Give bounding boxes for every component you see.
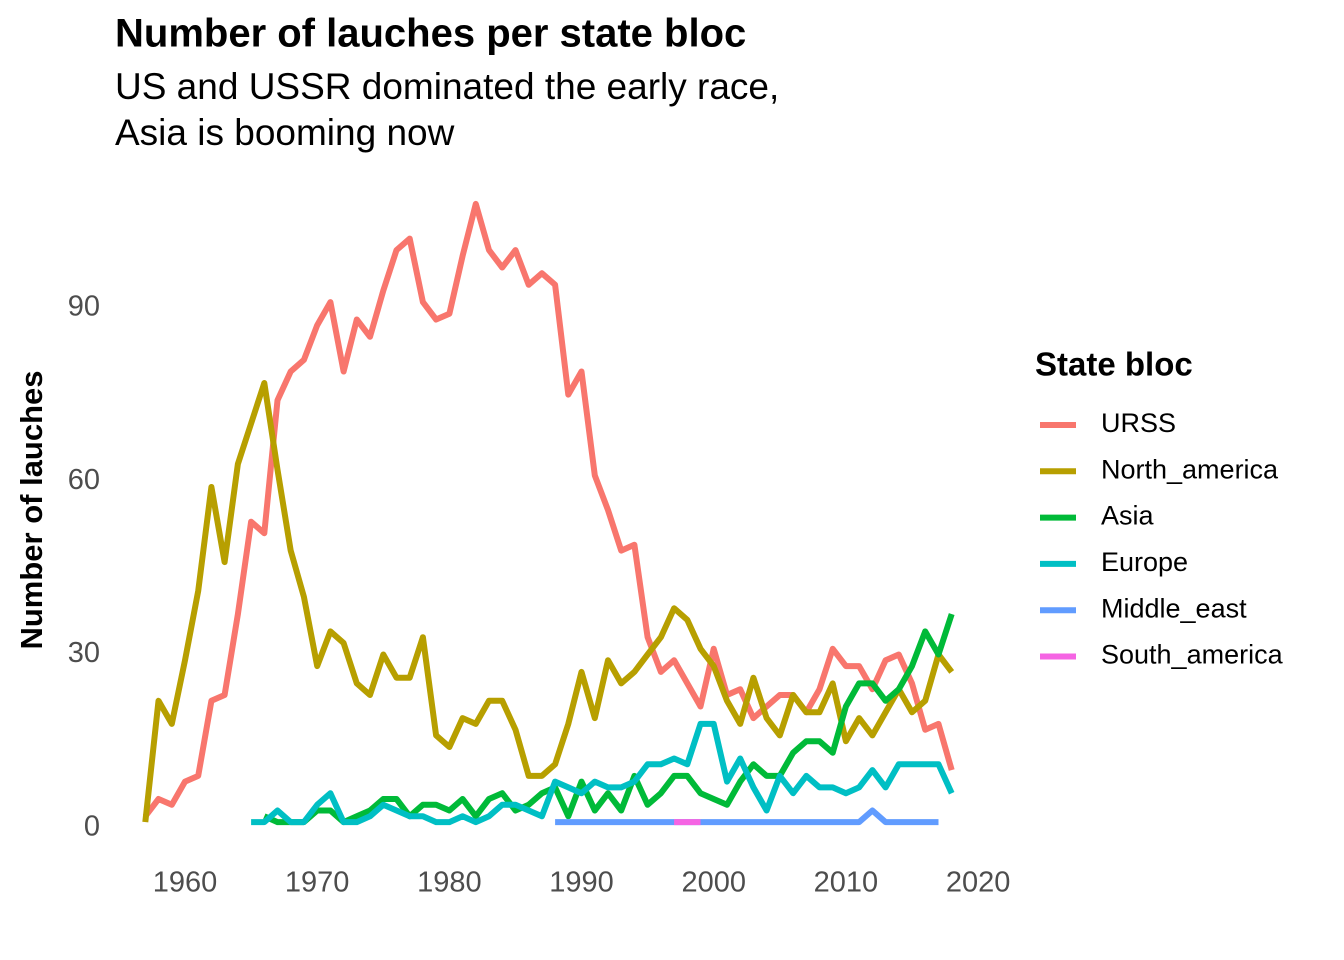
series-line [555,807,939,826]
series-line [142,200,955,819]
legend-label: Europe [1101,547,1188,577]
chart-subtitle: US and USSR dominated the early race, [115,66,779,107]
legend-label: Middle_east [1101,593,1247,623]
x-tick-label: 1980 [417,867,482,899]
legend-title: State bloc [1035,346,1193,383]
x-tick-label: 2020 [946,867,1011,899]
series-line [142,380,955,823]
legend-label: South_america [1101,640,1284,670]
y-tick-label: 0 [84,811,100,843]
x-tick-label: 1960 [153,867,218,899]
y-axis-label: Number of lauches [14,370,49,649]
y-tick-label: 30 [68,637,100,669]
series-line [263,613,955,826]
chart-title: Number of lauches per state bloc [115,12,746,56]
y-tick-label: 60 [68,464,100,496]
x-tick-label: 1970 [285,867,350,899]
legend-label: North_america [1101,454,1279,484]
legend-label: URSS [1101,408,1176,438]
y-tick-label: 90 [68,291,100,323]
x-tick-label: 2010 [814,867,879,899]
legend-label: Asia [1101,501,1155,531]
series-line [251,720,955,826]
x-tick-label: 1990 [549,867,614,899]
chart-subtitle: Asia is booming now [115,112,455,153]
x-tick-label: 2000 [681,867,746,899]
